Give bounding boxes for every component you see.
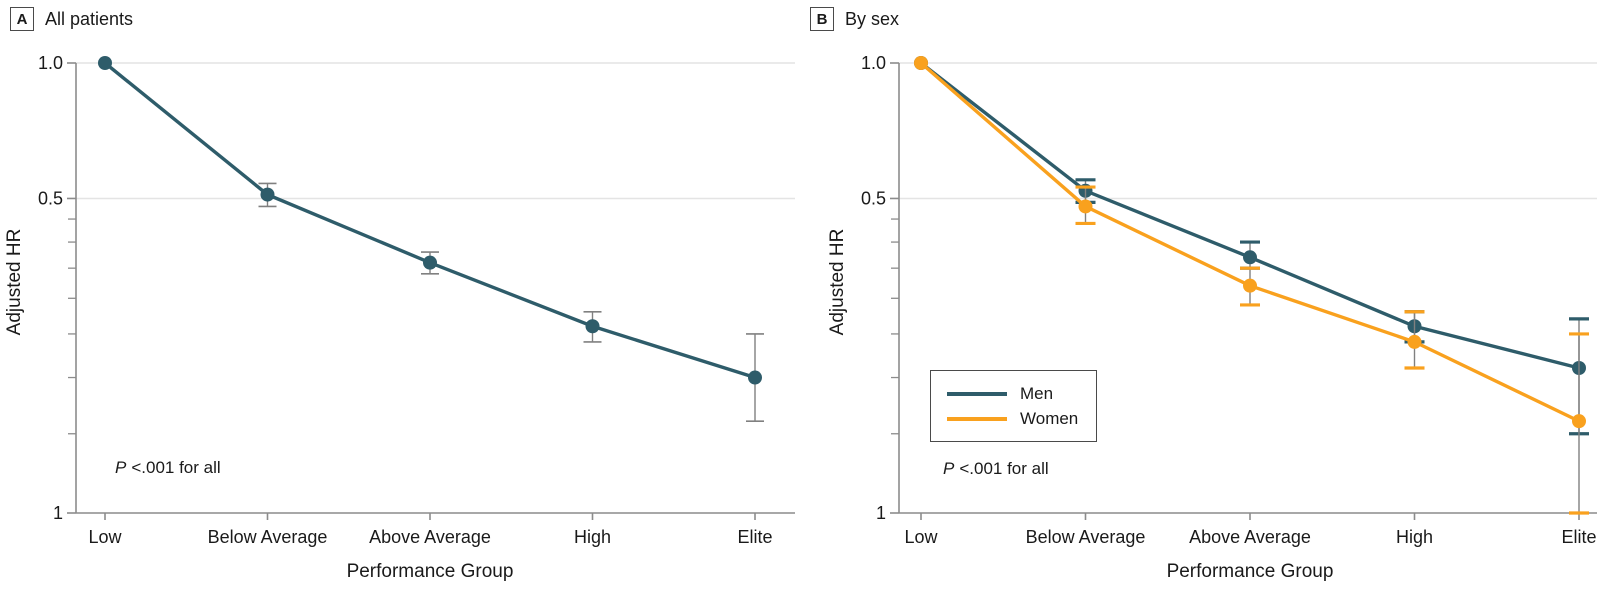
data-point-marker	[585, 319, 600, 334]
y-tick-label: 1.0	[861, 53, 886, 73]
men-line-swatch	[947, 391, 1007, 396]
data-point-marker	[1078, 199, 1093, 214]
women-line-swatch	[947, 416, 1007, 421]
panel-b-header: B By sex	[810, 6, 899, 32]
data-point-marker	[1572, 414, 1586, 429]
x-tick-label: Above Average	[1189, 527, 1311, 547]
series-all-patients	[98, 56, 764, 422]
y-tick-label: 1	[53, 503, 63, 523]
axes: 1.0 0.5 1 Low Below Average Above Average High…	[861, 53, 1597, 547]
x-tick-label: Above Average	[369, 527, 491, 547]
gridlines	[76, 62, 795, 200]
legend: Men Women	[930, 370, 1097, 442]
y-tick-label: 0.5	[38, 188, 63, 208]
panel-a-title: All patients	[45, 8, 134, 29]
x-tick-label: Low	[904, 527, 938, 547]
series-line	[919, 61, 1580, 370]
panel-a-p-value-note: P <.001 for all	[115, 458, 221, 477]
y-tick-label: 1	[876, 503, 886, 523]
x-tick-label: Elite	[737, 527, 772, 547]
legend-label-women: Women	[1020, 409, 1079, 428]
series-line	[103, 61, 756, 380]
chart-panel-a: 1.0 0.5 1 Low Below Average Above Average High…	[4, 53, 795, 582]
y-tick-label: 1.0	[38, 53, 63, 73]
chart-panel-b: 1.0 0.5 1 Low Below Average Above Average High…	[827, 53, 1597, 582]
x-tick-label: Below Average	[208, 527, 328, 547]
panel-a-plot: 1.0 0.5 1 Low Below Average Above Average High…	[38, 53, 795, 547]
panel-a-header: A All patients	[10, 6, 133, 32]
panel-a-x-axis-label: Performance Group	[347, 561, 514, 582]
data-point-marker	[914, 56, 928, 70]
x-tick-label: Low	[88, 527, 122, 547]
panel-b-title: By sex	[845, 8, 900, 29]
panel-b-p-value-note: P <.001 for all	[943, 459, 1049, 478]
x-tick-label: Below Average	[1026, 527, 1146, 547]
x-tick-label: High	[574, 527, 611, 547]
x-tick-label: Elite	[1561, 527, 1596, 547]
legend-entry-women: Women	[947, 410, 1096, 427]
data-point-marker	[1243, 278, 1257, 293]
panel-b-x-axis-label: Performance Group	[1167, 561, 1334, 582]
gridlines	[899, 62, 1597, 200]
panel-b-plot: 1.0 0.5 1 Low Below Average Above Average High…	[861, 53, 1597, 547]
panel-b-letter-badge: B	[810, 7, 834, 31]
data-point-marker	[748, 370, 762, 385]
x-tick-label: High	[1396, 527, 1433, 547]
data-point-marker	[1243, 250, 1257, 265]
legend-label-men: Men	[1020, 384, 1054, 403]
data-point-marker	[260, 187, 275, 202]
series-women	[914, 56, 1589, 515]
data-point-marker	[98, 56, 112, 70]
panel-a-letter-badge: A	[10, 7, 34, 31]
y-tick-label: 0.5	[861, 188, 886, 208]
panel-b-y-axis-label: Adjusted HR	[827, 229, 848, 336]
panel-a-y-axis-label: Adjusted HR	[4, 229, 25, 336]
legend-entry-men: Men	[947, 385, 1096, 402]
data-point-marker	[423, 255, 437, 270]
data-point-marker	[1407, 334, 1422, 349]
axes: 1.0 0.5 1 Low Below Average Above Average High…	[38, 53, 795, 547]
